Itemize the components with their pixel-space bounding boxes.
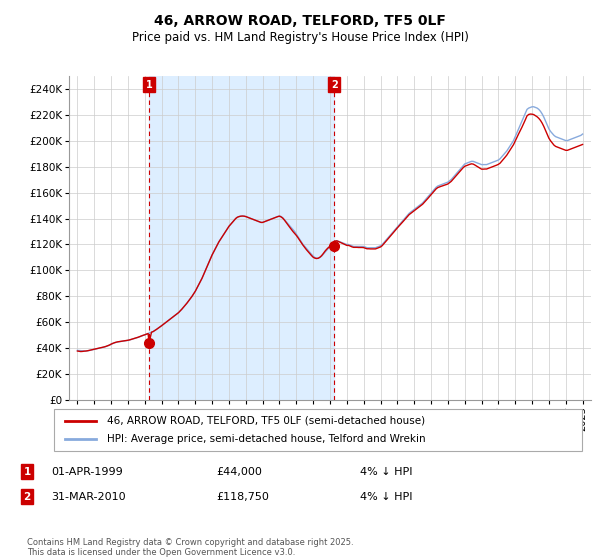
Text: £44,000: £44,000: [216, 466, 262, 477]
Text: Contains HM Land Registry data © Crown copyright and database right 2025.
This d: Contains HM Land Registry data © Crown c…: [27, 538, 353, 557]
Text: 2: 2: [331, 80, 338, 90]
Text: 46, ARROW ROAD, TELFORD, TF5 0LF (semi-detached house): 46, ARROW ROAD, TELFORD, TF5 0LF (semi-d…: [107, 416, 425, 426]
Text: 01-APR-1999: 01-APR-1999: [51, 466, 123, 477]
Text: 4% ↓ HPI: 4% ↓ HPI: [360, 492, 413, 502]
Text: 31-MAR-2010: 31-MAR-2010: [51, 492, 125, 502]
Text: £118,750: £118,750: [216, 492, 269, 502]
FancyBboxPatch shape: [54, 409, 582, 451]
Text: Price paid vs. HM Land Registry's House Price Index (HPI): Price paid vs. HM Land Registry's House …: [131, 31, 469, 44]
Text: 1: 1: [146, 80, 152, 90]
Text: 46, ARROW ROAD, TELFORD, TF5 0LF: 46, ARROW ROAD, TELFORD, TF5 0LF: [154, 14, 446, 28]
Text: HPI: Average price, semi-detached house, Telford and Wrekin: HPI: Average price, semi-detached house,…: [107, 434, 425, 444]
Text: 4% ↓ HPI: 4% ↓ HPI: [360, 466, 413, 477]
Text: 1: 1: [23, 466, 31, 477]
Bar: [149, 76, 334, 400]
Text: 2: 2: [23, 492, 31, 502]
